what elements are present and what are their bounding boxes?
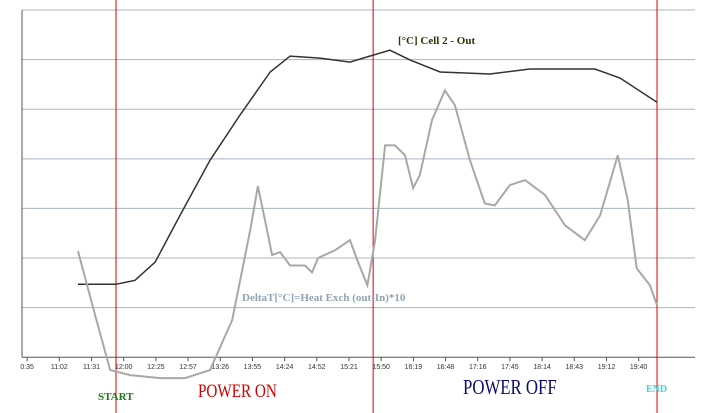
x-tick-label: 12:25 [147, 364, 165, 371]
series-label: DeltaT[°C]=Heat Exch (out-In)*10 [242, 292, 406, 304]
x-tick-label: 16:48 [437, 364, 455, 371]
x-tick-label: 12:00 [115, 364, 133, 371]
x-tick-label: 18:14 [533, 364, 551, 371]
annotation: POWER ON [198, 380, 277, 401]
series-line [77, 88, 658, 380]
annotation: POWER OFF [463, 376, 557, 399]
x-tick-label: 16:19 [405, 364, 423, 371]
x-tick-label: 17:16 [469, 364, 487, 371]
x-tick-label: 17:45 [501, 364, 519, 371]
x-tick-label: 13:26 [211, 364, 229, 371]
x-tick-label: 13:55 [244, 364, 262, 371]
x-tick-label: 11:02 [51, 364, 68, 371]
x-tick-label: 12:57 [179, 364, 197, 371]
x-tick-label: 19:40 [630, 364, 648, 371]
series-label: [°C] Cell 2 - Out [398, 35, 475, 47]
x-tick-label: 18:43 [566, 364, 584, 371]
x-tick-label: 15:50 [372, 364, 390, 371]
x-tick-label: 11:31 [83, 364, 100, 371]
annotation: END [646, 384, 667, 395]
annotation: START [98, 391, 134, 403]
series-line [78, 49, 658, 286]
x-tick-label: 0:35 [20, 364, 34, 371]
x-tick-label: 14:24 [276, 364, 294, 371]
x-tick-label: 14:52 [308, 364, 326, 371]
x-tick-label: 19:12 [598, 364, 616, 371]
x-tick-label: 15:21 [340, 364, 358, 371]
